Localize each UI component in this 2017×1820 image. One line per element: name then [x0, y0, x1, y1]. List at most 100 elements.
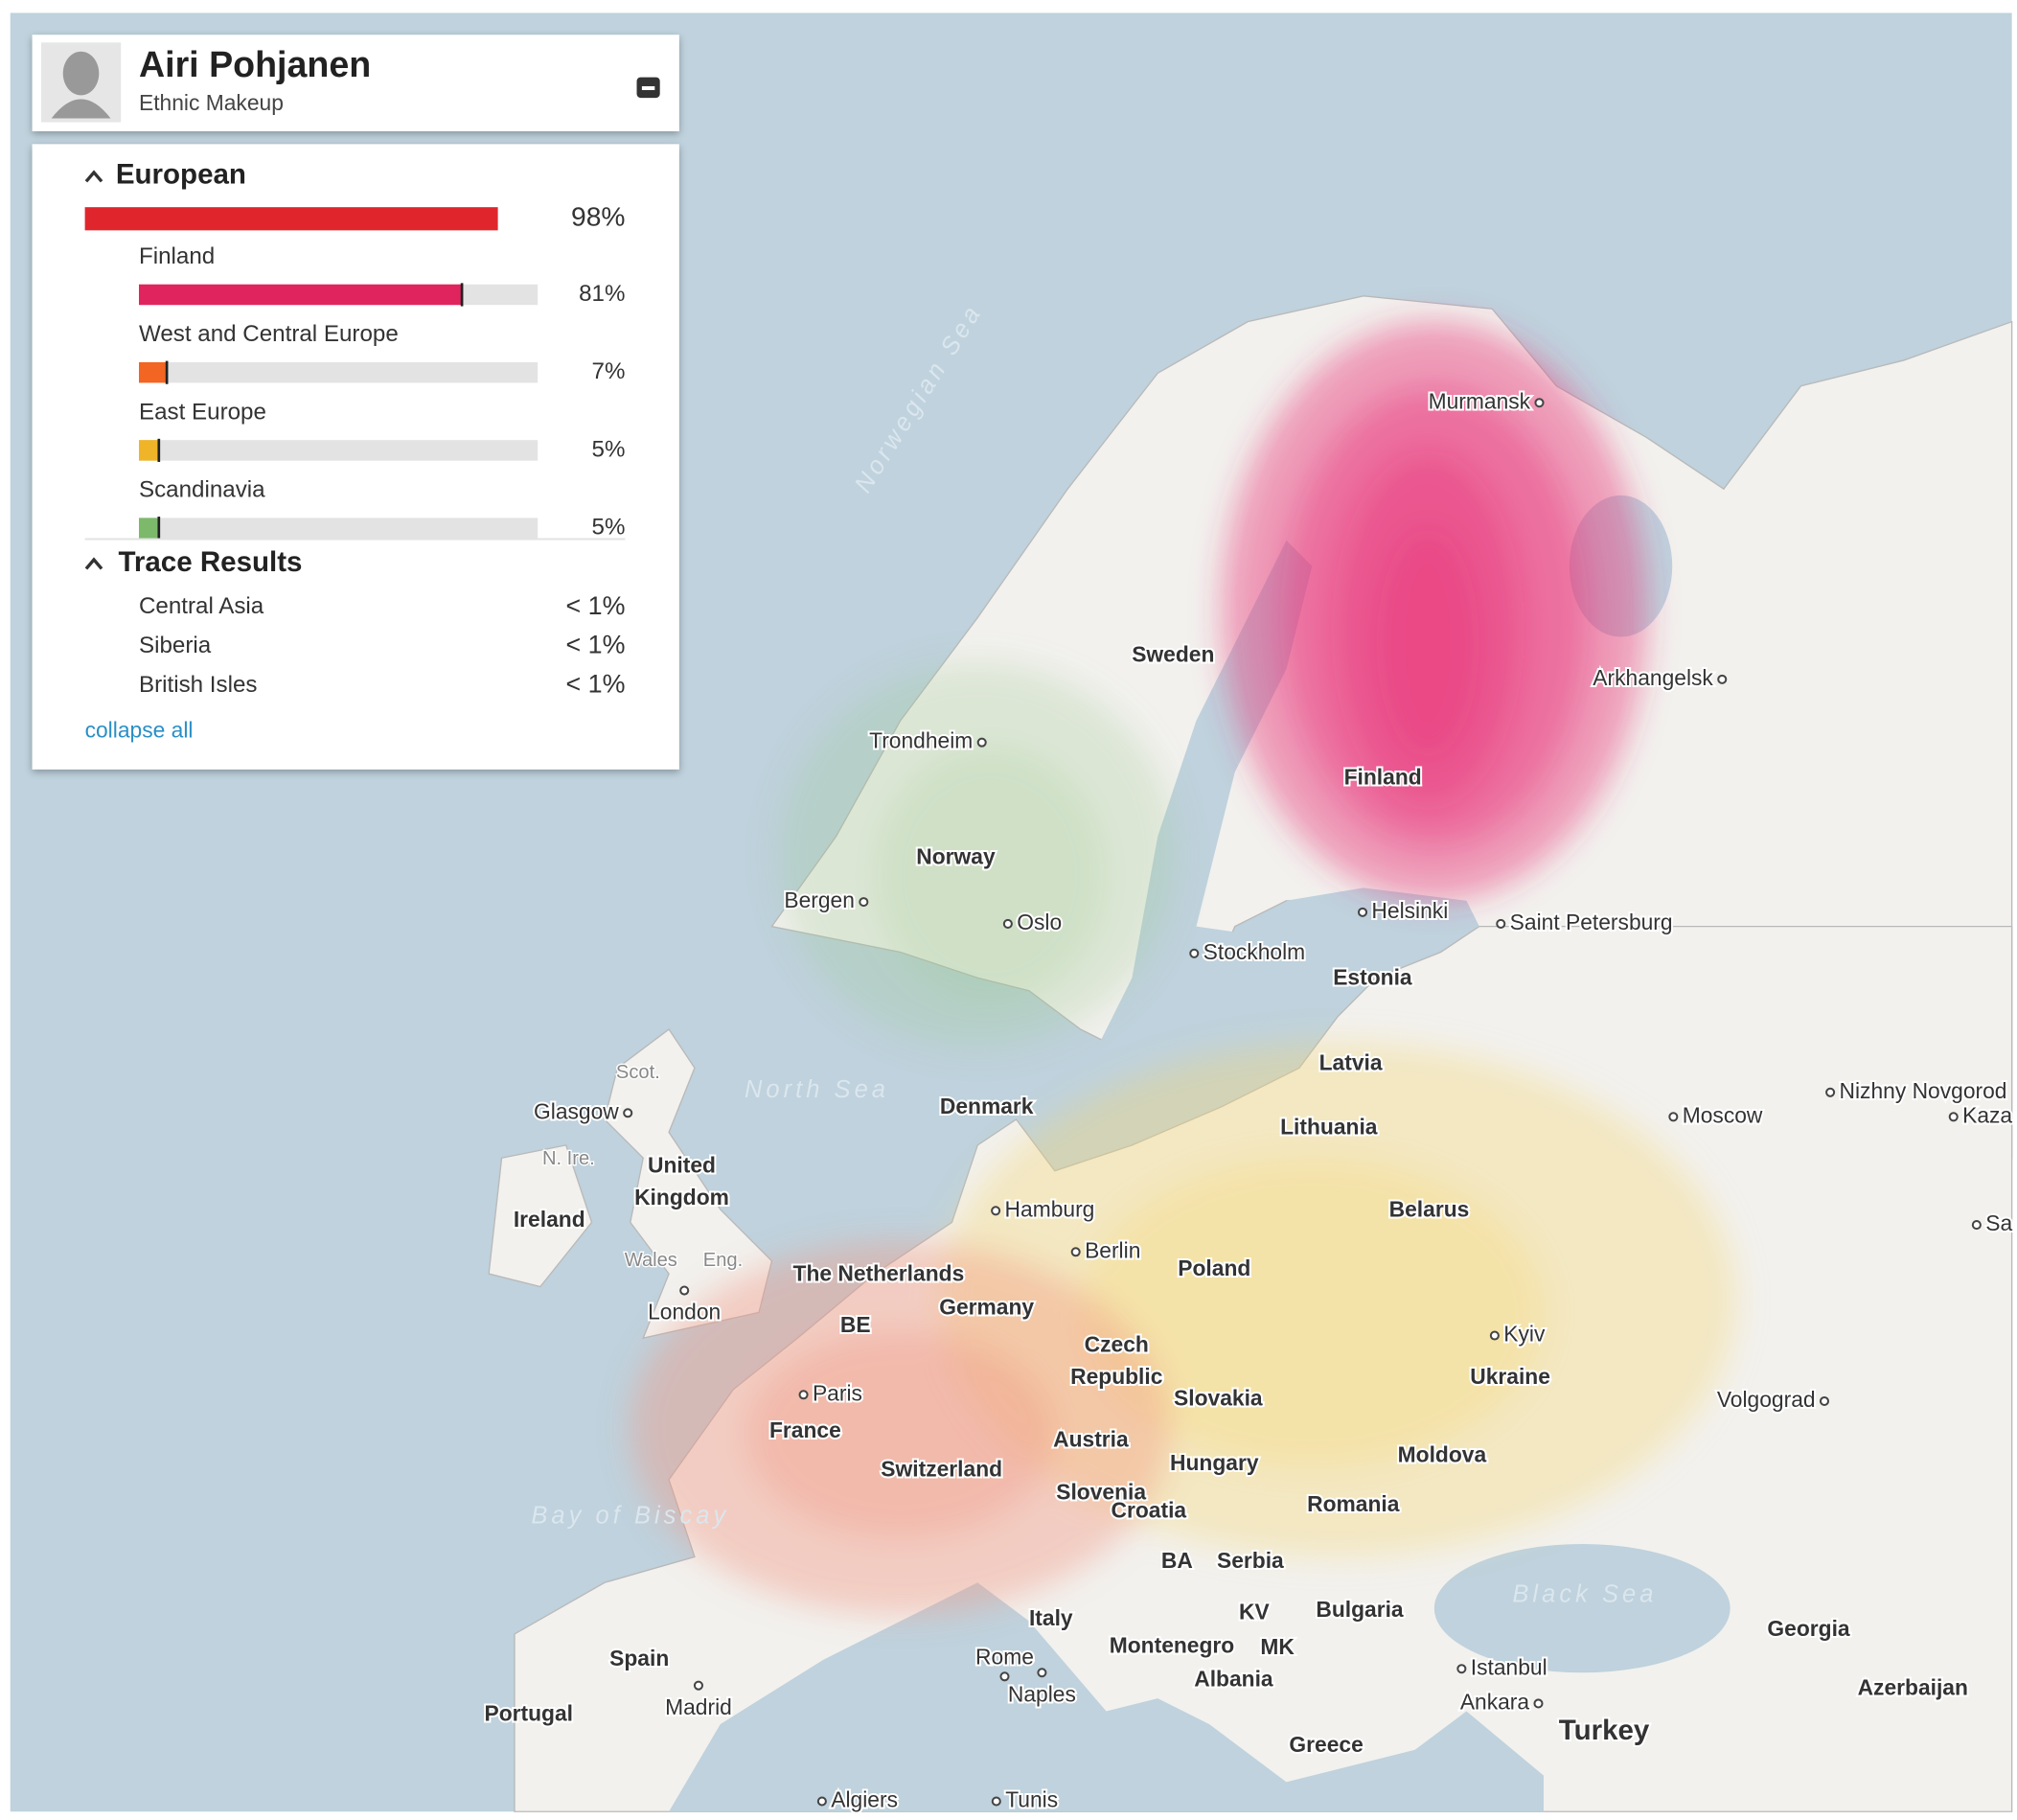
map-label: Rome — [975, 1645, 1034, 1670]
region-value: 7% — [592, 358, 626, 384]
bar-end-tick — [165, 360, 169, 384]
city-dot — [1189, 948, 1200, 958]
map-label: Helsinki — [1371, 898, 1448, 923]
map-label: Denmark — [940, 1094, 1034, 1118]
map-label: Italy — [1029, 1605, 1073, 1630]
map-label: Czech Republic — [1070, 1331, 1163, 1389]
city-dot — [1717, 674, 1728, 684]
map-label: Volgograd — [1717, 1387, 1816, 1412]
city-dot — [1948, 1112, 1959, 1122]
map-label: N. Ire. — [542, 1148, 595, 1169]
map-label: Bay of Biscay — [531, 1503, 729, 1530]
map-label: Berlin — [1085, 1237, 1140, 1262]
map-label: Eng. — [703, 1250, 743, 1271]
map-label: Kaza — [1962, 1102, 2012, 1127]
info-panel: Airi Pohjanen Ethnic Makeup European 98% F… — [32, 35, 679, 770]
map-label: Oslo — [1017, 910, 1062, 934]
region-bar — [138, 518, 159, 539]
map-label: Murmansk — [1429, 388, 1531, 413]
map-label: Glasgow — [534, 1098, 619, 1123]
map-label: Kyiv — [1503, 1322, 1546, 1347]
map-label: BE — [840, 1312, 871, 1337]
group-title[interactable]: European — [116, 159, 246, 191]
map-label: Nizhny Novgorod — [1840, 1078, 2007, 1103]
bar-end-tick — [157, 517, 161, 541]
map-label: Hamburg — [1005, 1196, 1095, 1221]
map-label: Sweden — [1132, 642, 1214, 667]
trace-name: Siberia — [139, 633, 212, 658]
collapse-chevron[interactable] — [84, 170, 103, 183]
map-label: Estonia — [1333, 965, 1412, 990]
collapse-chevron[interactable] — [84, 557, 103, 570]
map-label: Croatia — [1112, 1497, 1187, 1522]
map-label: Bulgaria — [1316, 1597, 1404, 1622]
map-label: Azerbaijan — [1858, 1675, 1968, 1700]
map-label: Greece — [1289, 1732, 1363, 1757]
map-label: North Sea — [745, 1076, 889, 1103]
city-dot — [816, 1796, 827, 1807]
city-dot — [991, 1796, 1001, 1807]
region-value: 5% — [592, 514, 626, 540]
city-dot — [991, 1206, 1001, 1216]
city-dot — [1357, 907, 1368, 917]
trace-title[interactable]: Trace Results — [119, 546, 303, 578]
bar-track — [138, 361, 539, 383]
minimize-icon — [641, 85, 655, 91]
map-label: Albania — [1194, 1666, 1273, 1691]
map-label: Scot. — [616, 1062, 660, 1083]
region-bar — [138, 284, 463, 306]
map-labels: Norwegian Sea MurmanskArkhangelskSwedenFi… — [482, 299, 2014, 1814]
city-dot — [1825, 1087, 1836, 1097]
map-label: Bergen — [784, 887, 855, 912]
trace-value: < 1% — [566, 631, 626, 659]
city-dot — [1456, 1664, 1467, 1674]
bar-track — [138, 440, 539, 461]
city-dot — [1002, 918, 1013, 929]
map-label: Norway — [916, 843, 996, 868]
map-label: BA — [1161, 1548, 1193, 1573]
panel-subtitle: Ethnic Makeup — [139, 90, 284, 115]
map-label: Poland — [1178, 1256, 1250, 1280]
map-label: Finland — [1344, 764, 1422, 789]
region-name: East Europe — [139, 399, 266, 425]
trace-name: Central Asia — [139, 593, 264, 619]
city-dot — [1496, 918, 1506, 929]
map-label: Romania — [1307, 1491, 1400, 1516]
map-label: Istanbul — [1471, 1654, 1547, 1679]
map-label: Latvia — [1319, 1049, 1383, 1074]
city-dot — [1533, 1698, 1544, 1709]
map-label: France — [769, 1417, 841, 1442]
city-dot — [798, 1390, 809, 1400]
trace-value: < 1% — [566, 591, 626, 620]
map-label: Madrid — [665, 1694, 732, 1719]
region-value: 81% — [579, 281, 625, 307]
heat-regions — [630, 321, 1737, 1615]
city-dot — [679, 1285, 690, 1296]
region-name: West and Central Europe — [139, 321, 399, 347]
map-label: KV — [1239, 1600, 1270, 1624]
region-name: Scandinavia — [139, 477, 265, 503]
city-dot — [623, 1108, 633, 1118]
city-dot — [976, 737, 987, 748]
map-label: Stockholm — [1203, 939, 1306, 964]
map-label: Ukraine — [1470, 1364, 1550, 1389]
map-label: United Kingdom — [634, 1153, 729, 1210]
region-name: Finland — [139, 243, 215, 269]
bar-end-tick — [157, 438, 161, 462]
map-label: Sa — [1985, 1210, 2012, 1235]
region-bar — [138, 361, 168, 383]
city-dot — [1971, 1220, 1982, 1231]
map-label: Slovakia — [1174, 1386, 1263, 1411]
city-dot — [1489, 1330, 1500, 1341]
city-dot — [859, 897, 869, 908]
city-dot — [1819, 1395, 1830, 1407]
panel-header — [32, 35, 679, 131]
city-dot — [1534, 398, 1545, 408]
map-label: Montenegro — [1110, 1632, 1235, 1657]
map-label: Trondheim — [869, 728, 973, 753]
map-label: Tunis — [1005, 1787, 1058, 1812]
bar-end-tick — [460, 283, 464, 307]
collapse-all-link[interactable]: collapse all — [85, 717, 194, 742]
map-label: Ireland — [514, 1207, 585, 1232]
